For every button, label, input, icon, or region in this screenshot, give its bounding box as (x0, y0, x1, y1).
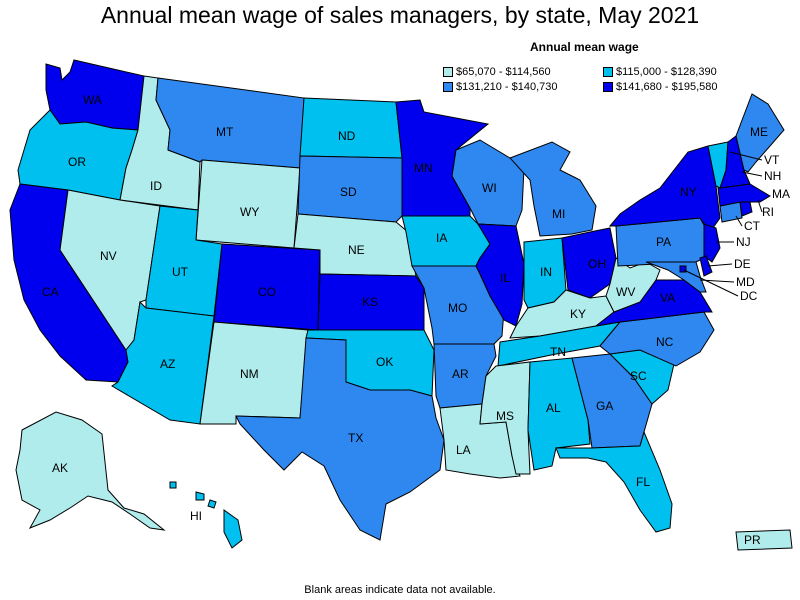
state-label: CO (258, 285, 276, 299)
state-label: TX (348, 431, 363, 445)
leader-line (741, 171, 763, 177)
state-label: NM (240, 367, 259, 381)
state-label: IA (436, 231, 447, 245)
state-il[interactable] (475, 223, 525, 327)
state-label: UT (172, 265, 189, 279)
state-label: TN (550, 345, 566, 359)
state-label: NC (656, 335, 674, 349)
state-label: OR (68, 155, 86, 169)
legend-item: $65,070 - $114,560 (443, 66, 551, 78)
state-label: AK (52, 461, 68, 475)
state-label: ND (338, 129, 356, 143)
state-label: MS (496, 409, 514, 423)
legend-swatch (603, 82, 613, 92)
state-pr[interactable] (735, 529, 793, 551)
legend-label: $115,000 - $128,390 (616, 66, 717, 78)
state-hi[interactable] (169, 481, 243, 549)
state-label: FL (636, 475, 650, 489)
state-label: VT (764, 153, 780, 167)
state-label: WV (616, 285, 635, 299)
state-label: GA (596, 399, 613, 413)
state-label: IN (540, 265, 552, 279)
state-label: HI (190, 509, 202, 523)
state-label: AZ (160, 357, 175, 371)
state-nd[interactable] (299, 97, 403, 159)
state-label: MO (448, 301, 467, 315)
state-label: KS (362, 295, 378, 309)
state-ny[interactable] (608, 145, 721, 233)
leader-line (735, 215, 743, 227)
state-label: WY (240, 205, 259, 219)
state-tx[interactable] (235, 337, 445, 541)
legend-label: $141,680 - $195,580 (616, 81, 718, 93)
legend-label: $131,210 - $140,730 (456, 81, 558, 93)
leader-line (707, 263, 733, 267)
state-label: ID (150, 179, 162, 193)
state-ks[interactable] (317, 273, 425, 331)
footnote: Blank areas indicate data not available. (304, 584, 496, 596)
legend-item: $131,210 - $140,730 (443, 81, 558, 93)
state-label: MD (736, 275, 755, 289)
legend-swatch (443, 82, 453, 92)
state-me[interactable] (735, 93, 785, 173)
state-de[interactable] (699, 255, 713, 277)
state-label: NY (680, 185, 697, 199)
state-label: VA (660, 291, 675, 305)
legend-label: $65,070 - $114,560 (456, 66, 551, 78)
state-label: NJ (736, 235, 751, 249)
map-title: Annual mean wage of sales managers, by s… (100, 2, 700, 28)
state-mi[interactable] (509, 141, 597, 237)
leader-line (757, 199, 763, 213)
state-label: AR (452, 367, 469, 381)
legend-swatch (603, 67, 613, 77)
state-label: ME (750, 125, 768, 139)
state-label: NE (348, 243, 365, 257)
state-label: KY (570, 307, 586, 321)
state-label: OH (588, 257, 606, 271)
state-sd[interactable] (297, 155, 403, 223)
state-ma[interactable] (717, 183, 771, 207)
state-md[interactable] (645, 261, 707, 293)
state-nj[interactable] (703, 223, 721, 263)
state-label: PR (744, 533, 761, 547)
state-label: DE (734, 257, 751, 271)
state-label: PA (656, 235, 671, 249)
state-label: SC (630, 369, 647, 383)
state-label: CA (42, 285, 59, 299)
legend-item: $141,680 - $195,580 (603, 81, 718, 93)
state-dc[interactable] (679, 265, 687, 273)
legend-title: Annual mean wage (530, 40, 639, 54)
state-labels: WA OR CA ID NV MT WY UT AZ CO NM ND SD N… (42, 93, 790, 547)
state-label: RI (762, 205, 774, 219)
leader-lines (683, 151, 763, 297)
state-ak[interactable] (15, 411, 166, 531)
state-ri[interactable] (739, 201, 753, 217)
state-label: MA (772, 187, 790, 201)
leader-line (729, 151, 763, 161)
state-label: MN (414, 161, 433, 175)
state-fl[interactable] (555, 430, 673, 533)
legend-swatch (443, 67, 453, 77)
state-label: WI (482, 181, 497, 195)
legend-item: $115,000 - $128,390 (603, 66, 717, 78)
state-label: LA (456, 443, 471, 457)
state-label: CT (744, 219, 761, 233)
state-label: OK (376, 355, 393, 369)
state-wi[interactable] (451, 139, 525, 227)
state-label: IL (500, 271, 510, 285)
state-label: MI (552, 207, 565, 221)
state-label: SD (340, 185, 357, 199)
state-label: WA (83, 93, 102, 107)
state-wy[interactable] (195, 159, 301, 249)
state-label: NV (100, 249, 117, 263)
state-label: DC (740, 289, 758, 303)
state-label: AL (546, 401, 561, 415)
state-label: NH (764, 169, 781, 183)
state-label: MT (216, 125, 234, 139)
leader-line (683, 269, 739, 297)
